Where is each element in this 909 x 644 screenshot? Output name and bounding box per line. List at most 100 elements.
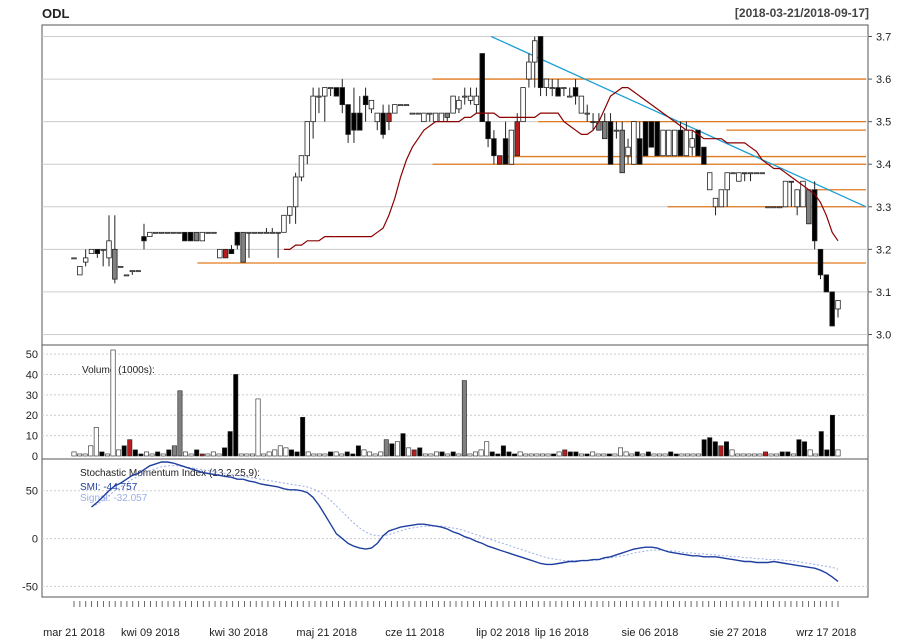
volume-bar bbox=[690, 453, 696, 457]
candle-body bbox=[421, 112, 427, 123]
volume-bar bbox=[183, 451, 189, 457]
volume-bar bbox=[545, 453, 551, 457]
candle-body bbox=[782, 180, 789, 208]
candle-body bbox=[491, 138, 497, 157]
volume-bar bbox=[657, 453, 663, 457]
candle-body bbox=[532, 40, 538, 63]
candle-body bbox=[648, 121, 655, 148]
candle-body bbox=[741, 172, 748, 175]
candle-body bbox=[660, 129, 666, 157]
volume-bar bbox=[768, 453, 774, 457]
candle-body bbox=[135, 270, 141, 273]
candle-body bbox=[152, 231, 159, 234]
candle-body bbox=[304, 121, 310, 157]
volume-bar bbox=[261, 453, 267, 457]
volume-bar bbox=[210, 451, 216, 457]
candle-body bbox=[170, 231, 176, 234]
candle-body bbox=[497, 155, 503, 165]
volume-bar bbox=[484, 441, 490, 457]
candle-body bbox=[549, 87, 555, 89]
volume-bar bbox=[171, 445, 177, 457]
volume-bar bbox=[528, 453, 534, 457]
smi-tick-label: -50 bbox=[22, 581, 38, 593]
candle-body bbox=[281, 214, 287, 233]
candle-body bbox=[292, 176, 299, 208]
candle-body bbox=[287, 206, 293, 216]
volume-bar bbox=[757, 453, 763, 457]
moving-average-line bbox=[284, 87, 839, 250]
candle-body bbox=[450, 95, 456, 114]
volume-bar bbox=[506, 451, 512, 457]
candle-body bbox=[187, 231, 194, 242]
candle-body bbox=[473, 95, 480, 106]
volume-bar bbox=[673, 453, 679, 457]
candle-body bbox=[689, 138, 695, 148]
candle-body bbox=[502, 138, 509, 165]
volume-bar bbox=[618, 447, 623, 457]
candle-body bbox=[765, 206, 771, 209]
volume-bar bbox=[790, 453, 796, 457]
candle-body bbox=[526, 61, 532, 80]
volume-tick-label: 20 bbox=[26, 410, 38, 422]
volume-bar bbox=[802, 441, 808, 457]
volume-bar bbox=[763, 451, 768, 457]
candle-body bbox=[211, 231, 217, 234]
candle-body bbox=[794, 189, 800, 208]
volume-bar bbox=[277, 445, 283, 457]
candle-body bbox=[712, 197, 719, 208]
volume-bar bbox=[500, 445, 506, 457]
symbol-title: ODL bbox=[42, 6, 70, 21]
candle-body bbox=[112, 248, 118, 280]
volume-bar bbox=[238, 453, 244, 457]
candle-body bbox=[397, 104, 404, 107]
volume-bar bbox=[813, 453, 819, 457]
candle-body bbox=[817, 248, 824, 276]
candle-body bbox=[380, 112, 386, 135]
candle-body bbox=[730, 172, 736, 175]
price-panel: 3.0 3.1 3.2 3.3 3.4 3.5 3.6 3.7 bbox=[42, 32, 891, 341]
volume-bar bbox=[355, 445, 361, 457]
candle-body bbox=[788, 180, 795, 183]
candle-body bbox=[222, 248, 229, 259]
candle-body bbox=[753, 172, 760, 175]
volume-bar bbox=[489, 451, 495, 457]
signal-line bbox=[91, 465, 839, 570]
candle-body bbox=[701, 146, 707, 165]
signal-value-label: Signal: -32.057 bbox=[80, 493, 148, 504]
candle-body bbox=[637, 138, 643, 165]
volume-bar bbox=[88, 445, 94, 457]
price-tick-label: 3.2 bbox=[876, 244, 891, 256]
candle-body bbox=[642, 121, 649, 157]
volume-bar bbox=[601, 453, 607, 457]
volume-bar bbox=[573, 451, 579, 457]
candle-body bbox=[193, 231, 200, 242]
candle-body bbox=[456, 99, 462, 110]
candle-body bbox=[322, 87, 328, 97]
candle-body bbox=[631, 121, 637, 165]
volume-bar bbox=[729, 449, 735, 457]
candle-body bbox=[392, 104, 398, 114]
candle-body bbox=[462, 95, 468, 98]
candle-body bbox=[386, 112, 392, 123]
volume-bar bbox=[166, 449, 172, 457]
volume-bar bbox=[523, 453, 529, 457]
volume-bar bbox=[774, 453, 780, 457]
candle-body bbox=[77, 265, 83, 276]
volume-bar bbox=[512, 453, 518, 457]
volume-bar bbox=[389, 443, 395, 457]
volume-bar bbox=[249, 453, 255, 457]
candle-body bbox=[100, 248, 106, 251]
candle-body bbox=[479, 53, 485, 123]
volume-bar bbox=[127, 439, 133, 457]
volume-bar bbox=[645, 451, 651, 457]
candle-body bbox=[572, 87, 579, 97]
volume-bar bbox=[328, 451, 334, 457]
volume-bar bbox=[456, 453, 462, 457]
candle-body bbox=[683, 129, 690, 157]
candle-body bbox=[707, 172, 713, 191]
volume-bar bbox=[796, 439, 802, 457]
volume-bar bbox=[160, 453, 166, 457]
volume-bar bbox=[640, 453, 646, 457]
x-tick-label: mar 21 2018 bbox=[43, 627, 105, 639]
volume-bar bbox=[668, 451, 674, 457]
